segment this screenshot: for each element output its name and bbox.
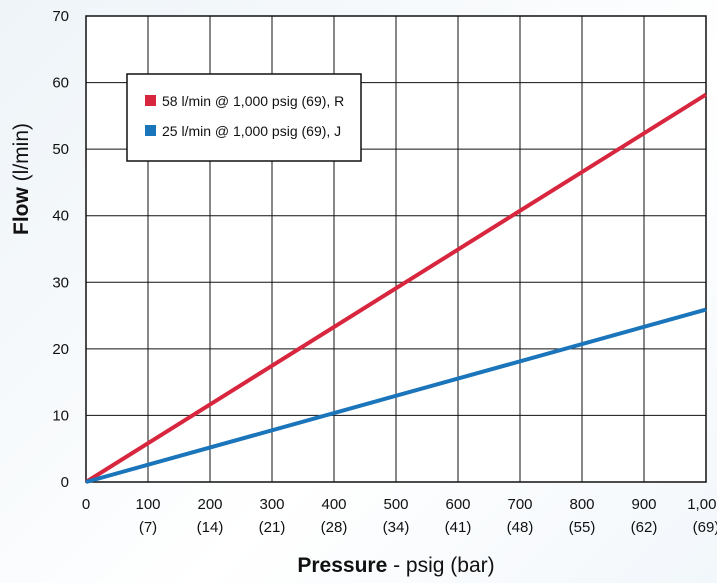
x-tick-label: 400 [321,496,346,513]
y-axis-title: Flow (l/min) [10,123,33,235]
x-tick-label: 100 [135,496,160,513]
y-tick-label: 40 [52,208,69,225]
y-axis-ticks: 0 10 20 30 40 50 60 70 [52,8,69,491]
x-tick-sublabel: (34) [383,519,410,536]
x-tick-sublabel: (55) [569,519,596,536]
series-layer [84,92,708,484]
x-tick-label: 200 [197,496,222,513]
x-tick-label: 0 [82,496,90,513]
y-tick-label: 50 [52,141,69,158]
x-tick-label: 800 [569,496,594,513]
y-tick-label: 60 [52,75,69,92]
x-tick-label: 700 [507,496,532,513]
x-tick-label: 500 [383,496,408,513]
y-tick-label: 70 [52,8,69,25]
x-tick-label: 1,000 [687,496,717,513]
x-tick-sublabel: (69) [693,519,717,536]
series-line-r [84,92,708,484]
y-tick-label: 0 [61,474,69,491]
y-tick-label: 10 [52,407,69,424]
legend-swatch-r [145,95,156,106]
legend-box [126,73,362,162]
plot-frame [85,15,707,483]
x-tick-sublabel: (7) [139,519,157,536]
y-tick-label: 20 [52,341,69,358]
x-tick-sublabel: (21) [259,519,286,536]
x-tick-sublabel: (41) [445,519,472,536]
legend-swatch-j [145,125,156,136]
legend-label-r: 58 l/min @ 1,000 psig (69), R [162,93,344,109]
x-tick-sublabel: (62) [631,519,658,536]
series-line-j [85,307,707,484]
x-tick-sublabel: (28) [321,519,348,536]
x-tick-sublabel: (48) [507,519,534,536]
legend: 58 l/min @ 1,000 psig (69), R 25 l/min @… [126,73,362,162]
x-tick-label: 300 [259,496,284,513]
legend-label-j: 25 l/min @ 1,000 psig (69), J [162,123,341,139]
x-tick-label: 900 [631,496,656,513]
x-tick-sublabel: (14) [197,519,224,536]
x-axis-ticks: 0 100 (7) 200 (14) 300 (21) 400 (28) 500 (34) 600 (4… [82,496,717,536]
x-tick-label: 600 [445,496,470,513]
x-axis-title: Pressure - psig (bar) [297,554,494,577]
y-tick-label: 30 [52,274,69,291]
